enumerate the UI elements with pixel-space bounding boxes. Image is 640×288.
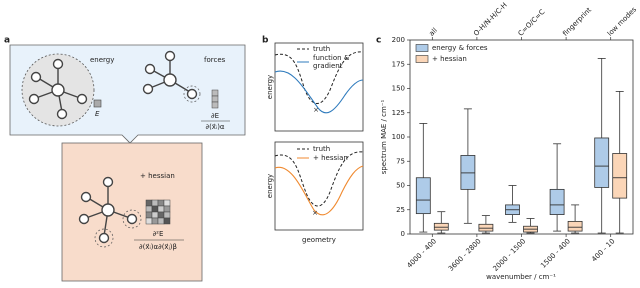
box (478, 223, 494, 232)
x-label: wavenumber / cm⁻¹ (486, 273, 556, 281)
box (567, 220, 583, 232)
panel-label: c (376, 36, 381, 46)
x-tick-label: 1500 - 400 (539, 237, 572, 270)
fit-curve (274, 165, 364, 216)
legend-entry: function & (313, 54, 350, 62)
x-tick-label: 3600 - 2800 (447, 237, 483, 273)
panel-a: a energy E forces ∂E ∂(x⃗ᵢ)α + hessian (4, 36, 246, 282)
molecule (28, 58, 88, 120)
hess-den: ∂(x⃗ᵢ)α∂(x⃗ⱼ)β (139, 243, 177, 251)
grad-num: ∂E (211, 112, 219, 120)
anchor-point: × (312, 209, 318, 217)
hess-num: ∂²E (153, 230, 164, 238)
legend-swatch (415, 44, 429, 52)
hessian-label: + hessian (140, 172, 175, 180)
y-label: spectrum MAE / cm⁻¹ (380, 100, 388, 175)
matrix-icon (145, 199, 171, 225)
top-tick-label: low modes (606, 5, 639, 38)
legend-entry: gradient (313, 62, 343, 70)
anchor-point: × (313, 106, 319, 114)
box (460, 155, 476, 190)
legend-entry: truth (313, 145, 330, 153)
truth-curve (274, 51, 364, 104)
hessian-ring (94, 228, 114, 248)
top-tick-label: C=O/C=C (517, 8, 547, 38)
box (433, 222, 449, 231)
hessian-ring (122, 209, 142, 229)
x-tick-label: 400 - 10 (590, 237, 616, 263)
hessian-box (61, 142, 203, 282)
top-tick-label: O-H/N-H/C-H (472, 1, 509, 38)
y-tick-label: 25 (396, 206, 405, 214)
x-tick-label: 4000 - 400 (405, 237, 438, 270)
plot-area (409, 39, 634, 235)
fit-curve (274, 70, 364, 114)
molecule (142, 50, 198, 100)
y-tick-label: 125 (392, 109, 405, 117)
y-tick-label: 0 (401, 230, 405, 238)
e-symbol: E (95, 110, 100, 118)
panel-c: c spectrum MAE / cm⁻¹ wavenumber / cm⁻¹ (376, 36, 556, 282)
molecule (78, 176, 138, 244)
scalar-icon (93, 99, 102, 108)
y-tick-label: 200 (392, 36, 405, 44)
y-tick-label: 100 (392, 133, 405, 141)
top-tick-label: fingerprint (561, 6, 593, 38)
x-tick-label: 2000 - 1500 (492, 237, 528, 273)
y-label: energy (266, 174, 274, 198)
y-tick-label: 150 (392, 85, 405, 93)
forces-label: forces (204, 56, 226, 64)
axes (274, 141, 364, 231)
box (549, 188, 565, 216)
truth-curve (274, 151, 364, 207)
y-tick-label: 50 (396, 182, 405, 190)
box (612, 153, 628, 199)
panel-b: b × truth function & gradient energy × t… (262, 36, 364, 244)
box (594, 137, 610, 188)
panel-label: b (262, 36, 269, 46)
box (415, 177, 431, 215)
energy-label: energy (90, 56, 114, 64)
y-tick-label: 175 (392, 60, 405, 68)
y-tick-label: 75 (396, 157, 405, 165)
y-label: energy (266, 75, 274, 99)
vector-icon (211, 89, 219, 109)
legend-entry: truth (313, 45, 330, 53)
axes (274, 42, 364, 132)
force-ring (183, 85, 201, 103)
legend-entry: energy & forces (432, 44, 488, 52)
grad-den: ∂(x⃗ᵢ)α (205, 123, 224, 131)
top-tick-label: all (427, 26, 438, 37)
x-label: geometry (302, 236, 336, 244)
legend-swatch (415, 55, 429, 63)
panel-label: a (4, 36, 10, 46)
legend-entry: + hessian (432, 55, 467, 63)
legend-entry: + hessian (313, 154, 348, 162)
